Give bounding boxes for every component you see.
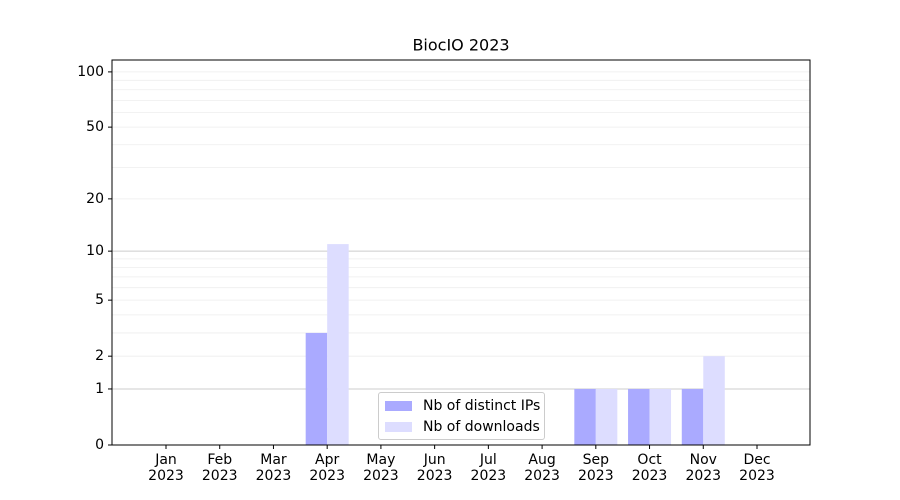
legend-item: Nb of distinct IPs [379, 395, 544, 416]
y-tick-label: 2 [95, 348, 104, 364]
legend-item: Nb of downloads [379, 416, 544, 437]
x-tick-label: Apr 2023 [309, 452, 345, 484]
bar [574, 388, 596, 445]
y-tick-label: 5 [95, 292, 104, 308]
bar [628, 388, 650, 445]
x-tick-label: Jan 2023 [148, 452, 184, 484]
y-tick-label: 1 [95, 381, 104, 397]
y-tick-label: 10 [86, 243, 104, 259]
bar [595, 388, 618, 445]
x-tick-label: Jul 2023 [470, 452, 507, 484]
y-tick-label: 100 [77, 64, 104, 80]
legend-swatch [385, 400, 412, 411]
x-tick-label: Jun 2023 [416, 452, 453, 484]
chart-title: BiocIO 2023 [412, 36, 509, 55]
bar [305, 332, 328, 445]
legend-label: Nb of downloads [423, 418, 540, 435]
x-tick-label: Oct 2023 [631, 452, 668, 484]
y-tick-label: 0 [95, 437, 104, 453]
x-tick-label: Aug 2023 [524, 452, 560, 484]
bar [703, 356, 725, 445]
bar [649, 388, 672, 445]
y-tick-label: 50 [86, 119, 104, 135]
bar [327, 244, 349, 445]
legend-swatch [385, 421, 412, 432]
bar [681, 388, 704, 445]
x-tick-label: Feb 2023 [201, 452, 238, 484]
x-tick-label: Sep 2023 [577, 452, 614, 484]
x-tick-label: Dec 2023 [739, 452, 775, 484]
y-tick-label: 20 [86, 191, 104, 207]
legend: Nb of distinct IPs Nb of downloads [378, 392, 545, 440]
plot-frame [111, 59, 811, 446]
x-tick-label: Mar 2023 [255, 452, 292, 484]
x-tick-label: Nov 2023 [685, 452, 722, 484]
x-tick-label: May 2023 [363, 452, 399, 484]
legend-label: Nb of distinct IPs [423, 397, 541, 414]
